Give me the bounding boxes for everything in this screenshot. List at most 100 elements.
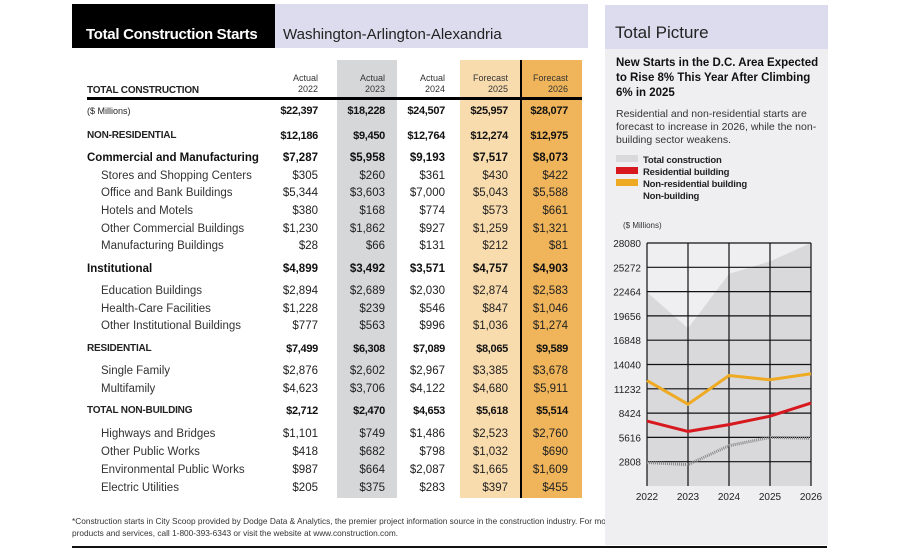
- cell-2022: $4,899: [282, 263, 318, 275]
- cell-2026: $1,321: [532, 223, 568, 235]
- cell-2024: $283: [419, 482, 445, 494]
- cell-2022: $1,228: [282, 303, 318, 315]
- panel-title: Total Picture: [605, 5, 828, 49]
- cell-2025: $2,874: [472, 285, 508, 297]
- cell-2024: $9,193: [409, 152, 445, 164]
- x-tick-label: 2026: [800, 492, 823, 503]
- row-label: RESIDENTIAL: [87, 343, 152, 354]
- cell-2023: $2,602: [349, 365, 385, 377]
- cell-2024: $3,571: [409, 263, 445, 275]
- table-row: NON-RESIDENTIAL $12,186 $9,450 $12,764 $12,2…: [0, 128, 600, 144]
- cell-2026: $2,760: [532, 428, 568, 440]
- table-row: Education Buildings $2,894 $2,689 $2,030 $2,…: [0, 283, 600, 299]
- row-label: Office and Bank Buildings: [101, 187, 233, 199]
- cell-2024: $1,486: [409, 428, 445, 440]
- cell-2023: $260: [359, 170, 385, 182]
- table-row: Office and Bank Buildings $5,344 $3,603 $7,…: [0, 185, 600, 201]
- footer-divider: [72, 546, 827, 548]
- total-picture-panel: Total Picture New Starts in the D.C. Are…: [605, 5, 828, 545]
- cell-2025: $3,385: [472, 365, 508, 377]
- cell-2022: $380: [292, 205, 318, 217]
- row-label: NON-RESIDENTIAL: [87, 130, 177, 141]
- table-row: Manufacturing Buildings $28 $66 $131 $212 $81: [0, 238, 600, 254]
- table-row: Commercial and Manufacturing $7,287 $5,958…: [0, 150, 600, 166]
- cell-2026: $5,588: [532, 187, 568, 199]
- x-tick-label: 2024: [718, 492, 741, 503]
- x-tick-label: 2022: [636, 492, 659, 503]
- cell-2023: $239: [359, 303, 385, 315]
- cell-2022: $1,230: [282, 223, 318, 235]
- y-tick-label: 11232: [614, 385, 642, 396]
- cell-2024: $2,967: [409, 365, 445, 377]
- table-row: Environmental Public Works $987 $664 $2,087…: [0, 462, 600, 478]
- table-row: ($ Millions) $22,397 $18,228 $24,507 $25,957…: [0, 103, 600, 119]
- legend-label: Residential building: [643, 167, 730, 178]
- column-kind: Actual: [419, 73, 445, 83]
- cell-2025: $1,259: [472, 223, 508, 235]
- column-header-2024: Actual 2024: [385, 73, 445, 95]
- cell-2023: $682: [359, 446, 385, 458]
- cell-2022: $1,101: [282, 428, 318, 440]
- column-header-2022: Actual 2022: [258, 73, 318, 95]
- cell-2023: $3,603: [349, 187, 385, 199]
- cell-2026: $12,975: [530, 130, 568, 142]
- cell-2023: $9,450: [353, 130, 385, 142]
- column-shade-2026: [520, 60, 582, 498]
- y-axis-label: ($ Millions): [623, 221, 662, 230]
- table-row: Other Commercial Buildings $1,230 $1,862 $9…: [0, 221, 600, 237]
- cell-2026: $5,911: [533, 383, 568, 395]
- region-title: Washington-Arlington-Alexandria: [275, 4, 588, 48]
- cell-2024: $2,087: [409, 464, 445, 476]
- cell-2024: $4,653: [413, 405, 445, 417]
- table-row: Other Public Works $418 $682 $798 $1,032 $690: [0, 444, 600, 460]
- cell-2026: $2,583: [532, 285, 568, 297]
- row-label: Commercial and Manufacturing: [87, 152, 259, 164]
- cell-2024: $798: [419, 446, 445, 458]
- row-label: Other Institutional Buildings: [101, 320, 241, 332]
- cell-2026: $1,274: [532, 320, 568, 332]
- cell-2022: $28: [298, 240, 318, 252]
- cell-2025: $397: [482, 482, 508, 494]
- row-label: TOTAL NON-BUILDING: [87, 405, 193, 416]
- table-title: Total Construction Starts: [72, 4, 275, 48]
- cell-2022: $2,894: [282, 285, 318, 297]
- cell-2024: $996: [419, 320, 445, 332]
- cell-2023: $6,308: [353, 343, 385, 355]
- cell-2022: $2,712: [286, 405, 318, 417]
- cell-2024: $131: [419, 240, 445, 252]
- cell-2023: $664: [359, 464, 385, 476]
- row-label: Single Family: [101, 365, 171, 377]
- column-year: 2024: [424, 84, 445, 94]
- column-header-2026: Forecast 2026: [508, 73, 568, 95]
- legend-item: Residential building: [616, 167, 729, 178]
- cell-2022: $418: [292, 446, 318, 458]
- cell-2025: $5,043: [472, 187, 508, 199]
- legend-swatch: [616, 155, 638, 162]
- line-chart: 28080 25272 22464 19656 16848 14040 11232 8424 5…: [613, 221, 823, 503]
- cell-2025: $5,618: [476, 405, 508, 417]
- row-label: Stores and Shopping Centers: [101, 170, 252, 182]
- cell-2025: $4,757: [472, 263, 508, 275]
- row-label: ($ Millions): [87, 106, 131, 116]
- column-year: 2026: [547, 84, 568, 94]
- cell-2022: $7,287: [282, 152, 318, 164]
- cell-2024: $4,122: [409, 383, 445, 395]
- table-row: TOTAL NON-BUILDING $2,712 $2,470 $4,653 $5,6…: [0, 403, 600, 419]
- table-row: Single Family $2,876 $2,602 $2,967 $3,385 $3,…: [0, 363, 600, 379]
- cell-2025: $4,680: [472, 383, 508, 395]
- cell-2023: $1,862: [349, 223, 385, 235]
- column-kind: Actual: [292, 73, 318, 83]
- y-tick-label: 8424: [619, 409, 642, 420]
- cell-2026: $8,073: [532, 152, 568, 164]
- header-divider: [87, 97, 582, 100]
- non-building-line: [646, 435, 812, 467]
- table-row: RESIDENTIAL $7,499 $6,308 $7,089 $8,065 $9,58…: [0, 341, 600, 357]
- cell-2026: $661: [542, 205, 568, 217]
- legend-swatch: [616, 179, 638, 186]
- y-tick-label: 25272: [613, 263, 641, 274]
- cell-2024: $7,000: [409, 187, 445, 199]
- cell-2023: $66: [365, 240, 385, 252]
- row-label: Hotels and Motels: [101, 205, 194, 217]
- cell-2023: $2,689: [349, 285, 385, 297]
- row-label: Other Commercial Buildings: [101, 223, 245, 235]
